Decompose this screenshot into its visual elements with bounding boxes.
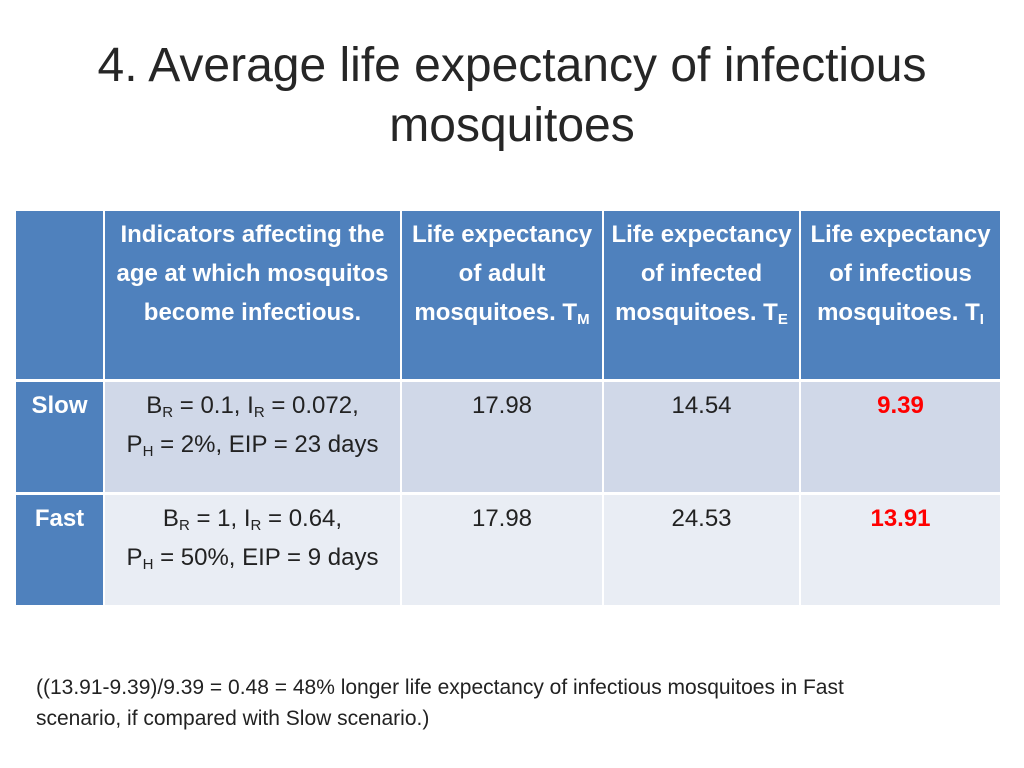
slide-title-line-1: 4. Average life expectancy of infectious — [97, 39, 927, 92]
slow-br-subscript: R — [162, 404, 174, 421]
fast-ph-symbol: P — [126, 544, 143, 571]
fast-ir-subscript: R — [250, 517, 262, 534]
slide-title-line-2: mosquitoes — [389, 99, 635, 152]
life-expectancy-table: Indicators affecting the age at which mo… — [16, 211, 1000, 607]
fast-te-cell: 24.53 — [604, 495, 799, 605]
slide-title: 4. Average life expectancy of infectious… — [40, 36, 984, 156]
slow-ir-subscript: R — [253, 404, 265, 421]
header-tm-line-3: mosquitoes. TM — [402, 293, 602, 332]
fast-ir-symbol: I — [243, 505, 251, 532]
header-te-text: mosquitoes. T — [615, 299, 778, 326]
slow-ph-value: = 2%, EIP = 23 days — [153, 431, 379, 458]
slow-ir-value: = 0.072, — [264, 392, 359, 419]
header-tm-line-2: of adult — [458, 260, 546, 287]
footnote-line-1: ((13.91-9.39)/9.39 = 0.48 = 48% longer l… — [36, 676, 844, 699]
fast-br-value: = 1, — [189, 505, 244, 532]
header-infected-life-expectancy: Life expectancy of infected mosquitoes. … — [604, 211, 799, 379]
fast-tm-cell: 17.98 — [402, 495, 602, 605]
fast-ir-value: = 0.64, — [261, 505, 343, 532]
header-tm-subscript: M — [577, 311, 590, 328]
header-indicators-line-1: Indicators affecting the — [120, 221, 385, 248]
row-label-slow: Slow — [16, 382, 103, 492]
slow-ti-cell: 9.39 — [801, 382, 1000, 492]
fast-ph-value: = 50%, EIP = 9 days — [153, 544, 379, 571]
fast-br-subscript: R — [178, 517, 190, 534]
header-indicators: Indicators affecting the age at which mo… — [105, 211, 400, 379]
header-adult-life-expectancy: Life expectancy of adult mosquitoes. TM — [402, 211, 602, 379]
header-te-line-3: mosquitoes. TE — [604, 293, 799, 332]
header-corner-cell — [16, 211, 103, 379]
slow-te-cell: 14.54 — [604, 382, 799, 492]
slow-tm-cell: 17.98 — [402, 382, 602, 492]
slow-indicators-cell: BR = 0.1, IR = 0.072, PH = 2%, EIP = 23 … — [105, 382, 400, 492]
header-ti-line-1: Life expectancy — [810, 221, 991, 248]
footnote-line-2: scenario, if compared with Slow scenario… — [36, 707, 430, 730]
fast-ph-subscript: H — [142, 556, 154, 573]
header-tm-text: mosquitoes. T — [414, 299, 578, 326]
header-te-subscript: E — [777, 311, 788, 328]
header-indicators-line-3: become infectious. — [143, 299, 362, 326]
slow-ir-symbol: I — [247, 392, 254, 419]
header-ti-text: mosquitoes. T — [817, 299, 980, 326]
header-tm-line-1: Life expectancy — [411, 221, 593, 248]
footnote: ((13.91-9.39)/9.39 = 0.48 = 48% longer l… — [36, 672, 996, 734]
slow-br-symbol: B — [146, 392, 163, 419]
fast-indicators-line-2: PH = 50%, EIP = 9 days — [105, 538, 400, 577]
slow-indicators-line-1: BR = 0.1, IR = 0.072, — [105, 386, 400, 425]
header-ti-line-2: of infectious — [829, 260, 972, 287]
header-ti-subscript: I — [979, 311, 984, 328]
fast-br-symbol: B — [162, 505, 179, 532]
slow-ph-symbol: P — [126, 431, 143, 458]
fast-ti-cell: 13.91 — [801, 495, 1000, 605]
row-label-fast: Fast — [16, 495, 103, 605]
slow-indicators-line-2: PH = 2%, EIP = 23 days — [105, 425, 400, 464]
header-ti-line-3: mosquitoes. TI — [801, 293, 1000, 332]
header-infectious-life-expectancy: Life expectancy of infectious mosquitoes… — [801, 211, 1000, 379]
header-indicators-line-2: age at which mosquitos — [116, 260, 389, 287]
header-te-line-1: Life expectancy — [611, 221, 792, 248]
fast-indicators-line-1: BR = 1, IR = 0.64, — [105, 499, 400, 538]
slow-ph-subscript: H — [142, 443, 154, 460]
header-te-line-2: of infected — [640, 260, 763, 287]
slow-br-value: = 0.1, — [173, 392, 248, 419]
fast-indicators-cell: BR = 1, IR = 0.64, PH = 50%, EIP = 9 day… — [105, 495, 400, 605]
